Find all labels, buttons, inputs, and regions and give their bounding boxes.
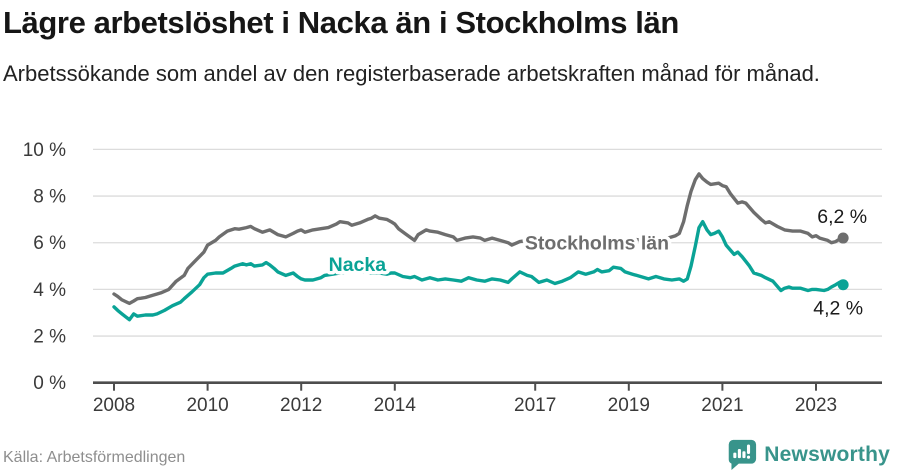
x-tick-label: 2012	[280, 395, 322, 416]
x-tick-label: 2010	[186, 395, 228, 416]
y-tick-label: 2 %	[33, 327, 66, 348]
series-end-value-stockholms-lan: 6,2 %	[817, 206, 867, 228]
y-tick-label: 0 %	[33, 373, 66, 394]
newsworthy-speech-bubble-bar-chart-icon	[729, 439, 757, 470]
y-tick-label: 4 %	[33, 280, 66, 301]
series-end-value-nacka: 4,2 %	[813, 298, 863, 320]
series-line-stockholms-lan	[112, 172, 845, 306]
series-end-dot-nacka	[837, 279, 849, 291]
series-label-nacka: Nacka	[329, 254, 387, 276]
series-line-nacka	[112, 219, 845, 322]
y-tick-label: 6 %	[33, 233, 66, 254]
chart-title: Lägre arbetslöshet i Nacka än i Stockhol…	[3, 5, 679, 40]
x-tick-label: 2008	[93, 395, 135, 416]
y-tick-label: 8 %	[33, 187, 66, 208]
source-note: Källa: Arbetsförmedlingen	[3, 449, 186, 466]
y-tick-label: 10 %	[23, 140, 66, 161]
x-tick-label: 2014	[374, 395, 417, 416]
x-tick-label: 2017	[514, 395, 556, 416]
x-tick-label: 2019	[608, 395, 650, 416]
series-end-dot-stockholms-lan	[837, 232, 849, 244]
x-tick-label: 2023	[795, 395, 837, 416]
chart-subtitle: Arbetssökande som andel av den registerb…	[3, 61, 820, 86]
x-tick-label: 2021	[701, 395, 743, 416]
brand-wordmark: Newsworthy	[764, 442, 890, 466]
series-label-stockholms-lan: Stockholms län	[525, 233, 669, 255]
newsworthy-logo: Newsworthy	[726, 438, 890, 471]
